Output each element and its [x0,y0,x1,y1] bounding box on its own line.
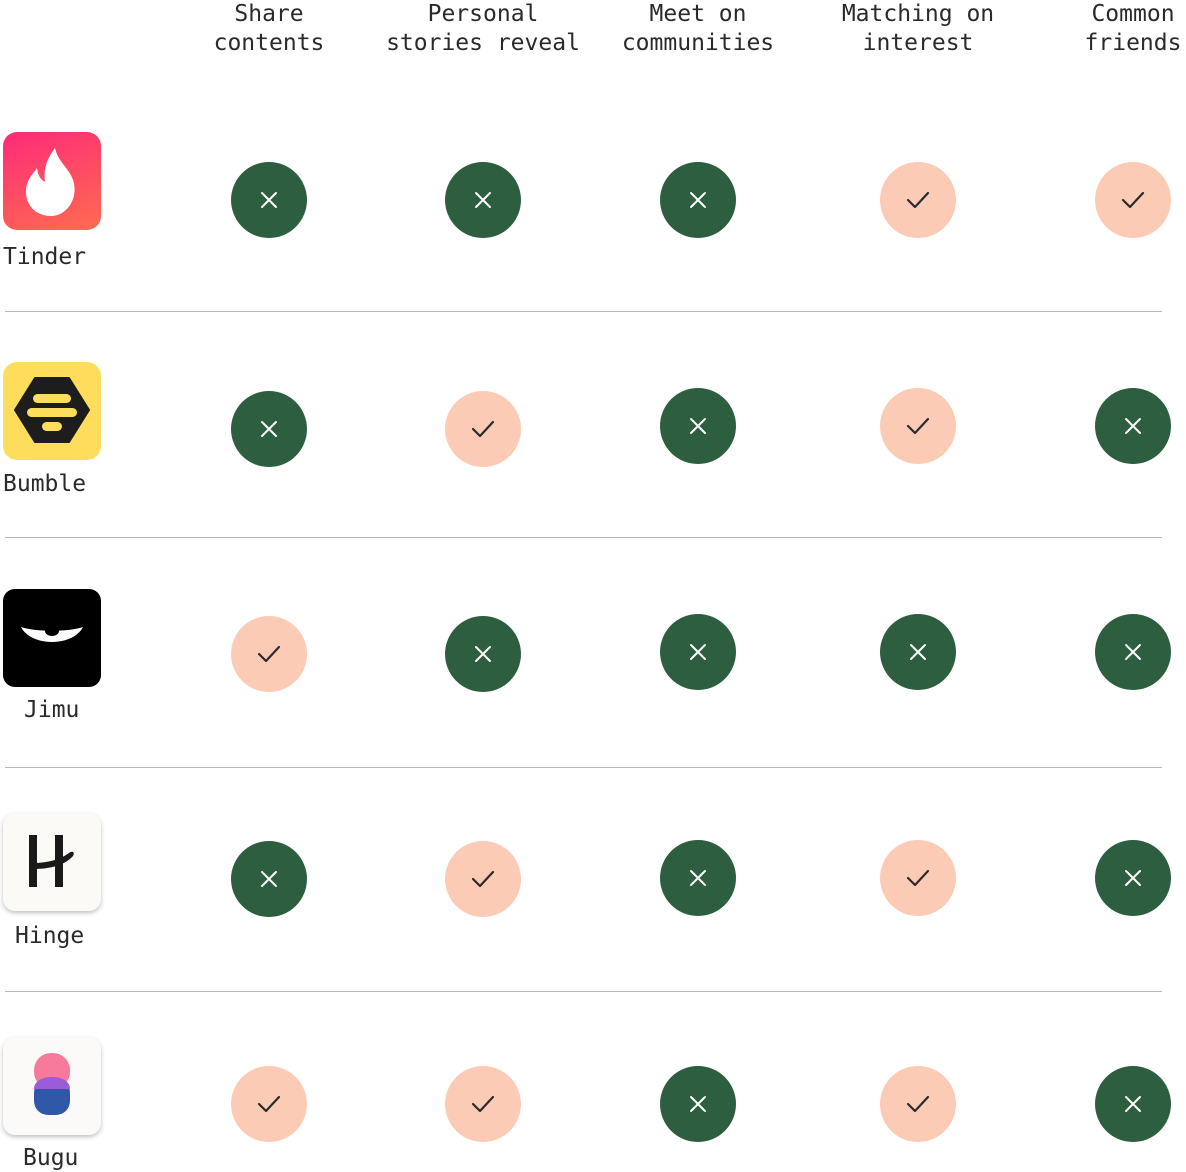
cross-icon-jimu-personal-stories [445,616,521,692]
tinder-flame-icon [3,132,101,230]
app-name-hinge: Hinge [15,923,85,949]
cross-icon-bumble-common-friends [1095,388,1171,464]
check-icon-tinder-common-friends [1095,162,1171,238]
cross-icon-hinge-meet-communities [660,840,736,916]
cross-icon-tinder-meet-communities [660,162,736,238]
column-header-share-contents: Share contents [213,1,325,56]
cross-icon-bumble-share-contents [231,391,307,467]
row-divider [5,537,1162,538]
row-divider [5,311,1162,312]
check-icon-bugu-personal-stories [445,1066,521,1142]
check-icon-hinge-matching-interest [880,840,956,916]
hinge-h-icon [3,813,101,911]
check-icon-bumble-matching-interest [880,388,956,464]
cross-icon-hinge-share-contents [231,841,307,917]
cross-icon-jimu-common-friends [1095,614,1171,690]
app-name-jimu: Jimu [24,697,80,723]
check-icon-bugu-matching-interest [880,1066,956,1142]
app-name-bumble: Bumble [3,471,87,497]
cross-icon-hinge-common-friends [1095,840,1171,916]
cross-icon-jimu-matching-interest [880,614,956,690]
jimu-eye-icon [3,589,101,687]
cross-icon-tinder-personal-stories [445,162,521,238]
row-divider [5,991,1162,992]
cross-icon-tinder-share-contents [231,162,307,238]
cross-icon-bumble-meet-communities [660,388,736,464]
bumble-hive-icon [3,362,101,460]
column-header-personal-stories: Personal stories reveal [386,1,580,56]
check-icon-bugu-share-contents [231,1066,307,1142]
column-header-matching-interest: Matching on interest [841,1,995,56]
check-icon-bumble-personal-stories [445,391,521,467]
bugu-blob-icon [3,1037,101,1135]
app-name-tinder: Tinder [3,244,87,270]
cross-icon-bugu-common-friends [1095,1066,1171,1142]
column-header-common-friends: Common friends [1084,1,1182,56]
check-icon-tinder-matching-interest [880,162,956,238]
column-header-meet-communities: Meet on communities [621,1,775,56]
cross-icon-jimu-meet-communities [660,614,736,690]
row-divider [5,767,1162,768]
app-name-bugu: Bugu [23,1145,79,1171]
cross-icon-bugu-meet-communities [660,1066,736,1142]
check-icon-hinge-personal-stories [445,841,521,917]
check-icon-jimu-share-contents [231,616,307,692]
